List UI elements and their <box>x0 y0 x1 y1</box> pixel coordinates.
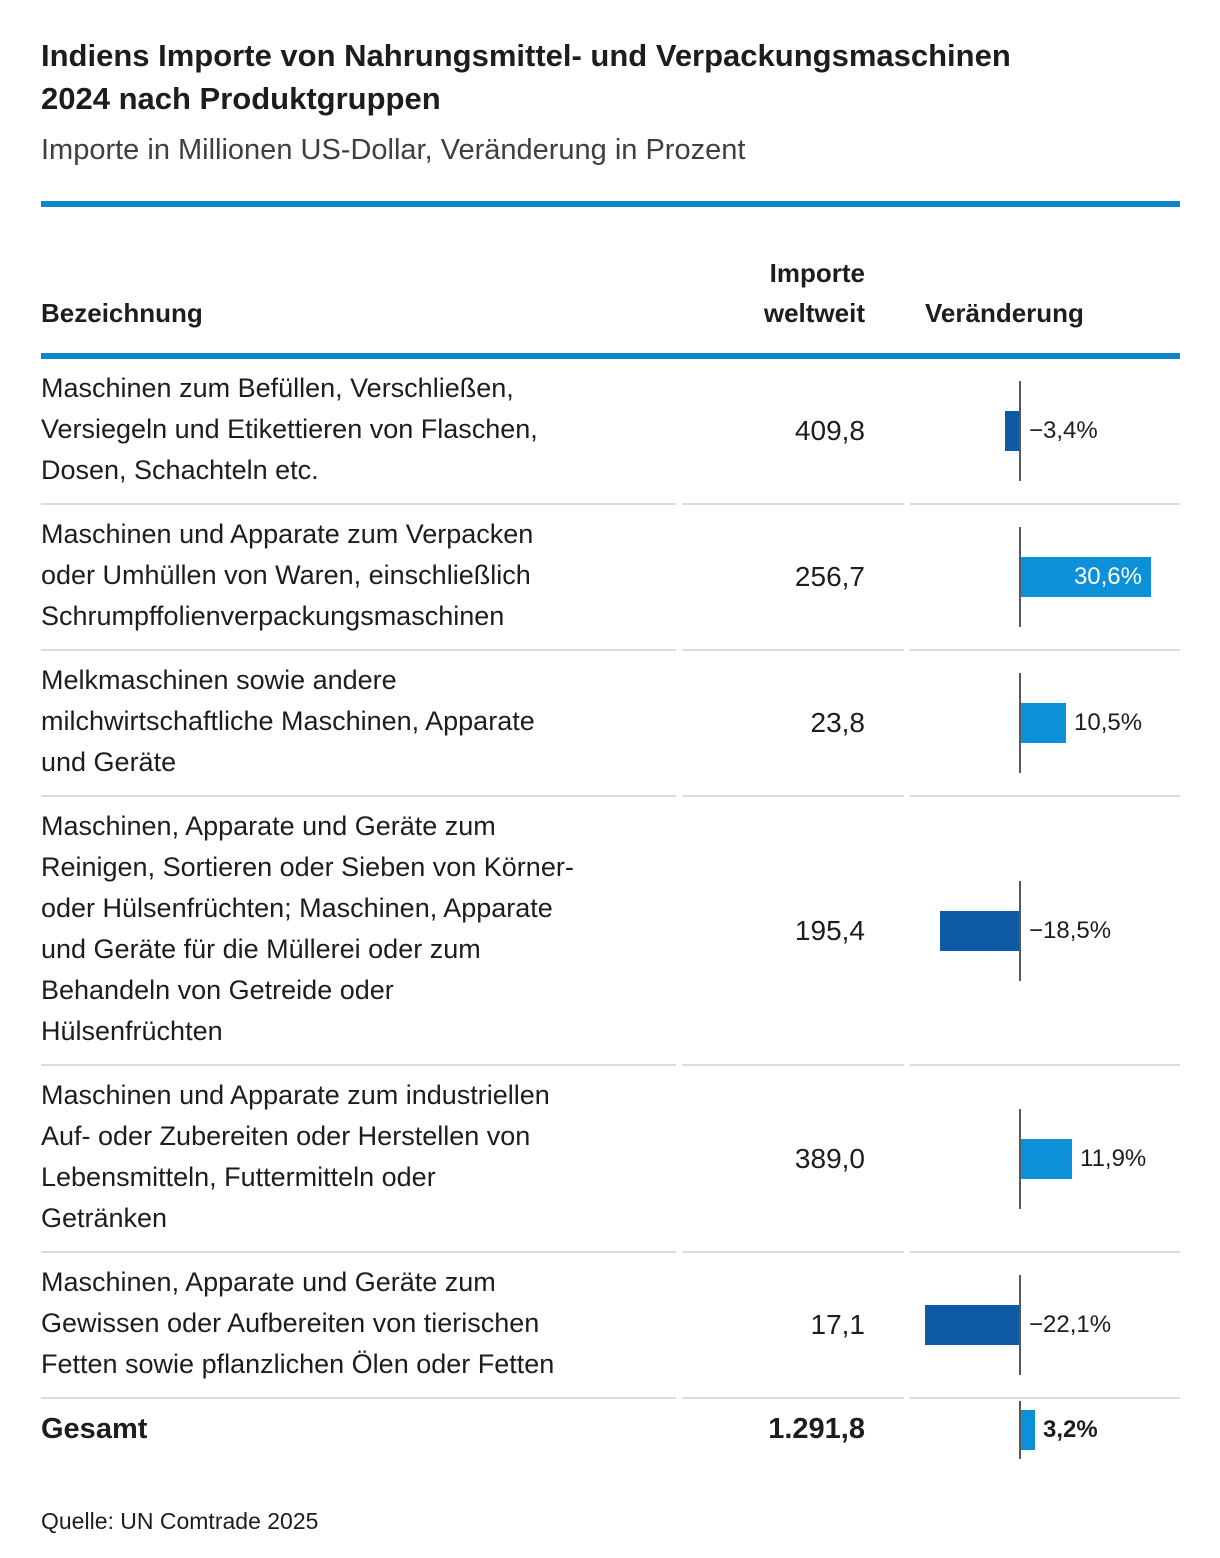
change-bar <box>1021 703 1066 743</box>
table-row: Melkmaschinen sowie andere milchwirtscha… <box>41 649 1180 795</box>
product-description: Melkmaschinen sowie andere milchwirtscha… <box>41 649 676 795</box>
table-row: Maschinen, Apparate und Geräte zum Reini… <box>41 795 1180 1064</box>
table-row: Maschinen zum Befüllen, Verschließen, Ve… <box>41 359 1180 503</box>
table-row: Maschinen, Apparate und Geräte zum Gewis… <box>41 1251 1180 1397</box>
column-header-importe-weltweit: Importe weltweit <box>763 258 865 328</box>
chart-subtitle: Importe in Millionen US-Dollar, Veränder… <box>41 134 746 166</box>
header-blue-rule <box>41 353 1180 359</box>
change-value-label: 10,5% <box>1074 709 1143 736</box>
change-value-label: −18,5% <box>1029 916 1112 944</box>
axis-line <box>1019 673 1021 773</box>
axis-line <box>1019 880 1021 981</box>
change-value-label: −22,1% <box>1029 1311 1112 1338</box>
change-bar <box>1005 411 1019 451</box>
axis-line <box>1019 381 1021 481</box>
product-description: Maschinen und Apparate zum industriellen… <box>41 1064 676 1251</box>
import-value: 409,8 <box>794 415 865 446</box>
table-body: Maschinen zum Befüllen, Verschließen, Ve… <box>41 359 1180 1460</box>
table-row: Maschinen und Apparate zum Verpacken ode… <box>41 503 1180 649</box>
column-header-veraenderung: Veränderung <box>925 298 1084 328</box>
import-value: 195,4 <box>682 795 904 1064</box>
change-bar <box>1021 557 1151 597</box>
import-value: 389,0 <box>682 1064 904 1251</box>
product-description: Maschinen und Apparate zum Verpacken ode… <box>41 503 676 649</box>
axis-line <box>1019 527 1021 627</box>
axis-line <box>1019 1108 1021 1209</box>
top-blue-rule <box>41 201 1180 207</box>
change-value-label: 11,9% <box>1080 1144 1147 1172</box>
axis-line <box>1019 1275 1021 1375</box>
change-bar-cell: −18,5% <box>910 795 1180 1064</box>
table-row: Gesamt 1.291,8 3,2% <box>41 1397 1180 1460</box>
change-bar-cell: 11,9% <box>910 1064 1180 1251</box>
change-bar <box>940 910 1019 951</box>
source-note: Quelle: UN Comtrade 2025 <box>41 1508 319 1534</box>
product-description: Maschinen zum Befüllen, Verschließen, Ve… <box>41 373 538 485</box>
import-value: 1.291,8 <box>682 1397 904 1460</box>
chart-title: Indiens Importe von Nahrungsmittel- und … <box>41 38 1011 116</box>
table-row: Maschinen und Apparate zum industriellen… <box>41 1064 1180 1251</box>
change-bar-cell: 3,2% <box>910 1397 1180 1460</box>
change-value-label: 30,6% <box>1073 563 1142 590</box>
import-value: 256,7 <box>682 503 904 649</box>
import-value: 23,8 <box>682 649 904 795</box>
change-bar-cell: 30,6% <box>910 503 1180 649</box>
import-value: 17,1 <box>682 1251 904 1397</box>
product-description: Gesamt <box>41 1397 676 1460</box>
change-bar <box>1021 1138 1072 1179</box>
change-bar-cell: −22,1% <box>910 1251 1180 1397</box>
change-value-label: 3,2% <box>1043 1415 1098 1443</box>
column-header-bezeichnung: Bezeichnung <box>41 298 203 328</box>
product-description: Maschinen, Apparate und Geräte zum Gewis… <box>41 1251 676 1397</box>
table-header: Bezeichnung Importe weltweit Veränderung <box>41 207 1180 333</box>
change-bar-cell: −3,4% <box>910 359 1180 503</box>
axis-line <box>1019 1400 1021 1459</box>
product-description: Maschinen, Apparate und Geräte zum Reini… <box>41 795 676 1064</box>
change-bar <box>1021 1409 1035 1450</box>
change-bar-cell: 10,5% <box>910 649 1180 795</box>
change-bar <box>925 1305 1019 1345</box>
change-value-label: −3,4% <box>1029 417 1098 444</box>
